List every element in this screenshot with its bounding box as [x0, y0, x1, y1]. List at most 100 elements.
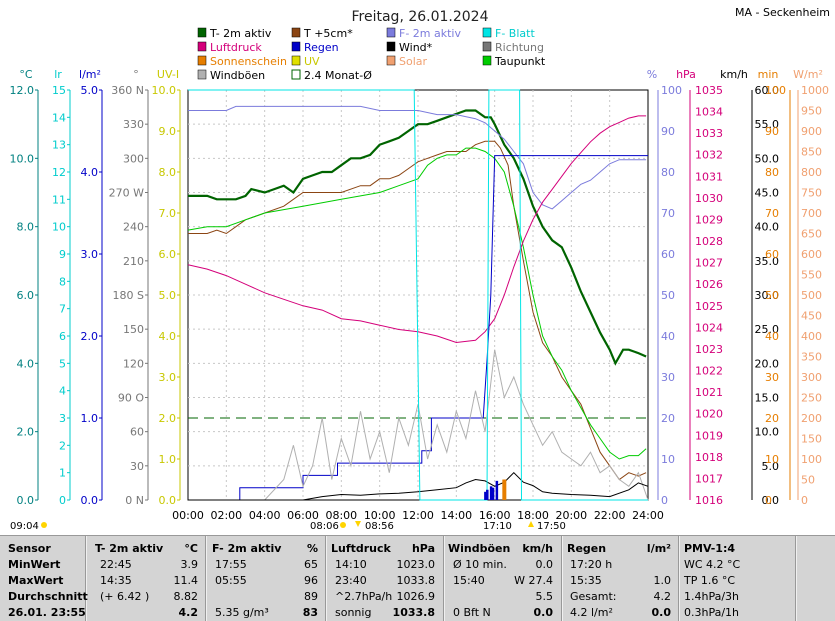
right-axis-tick-label: 0.0 [762, 494, 780, 507]
left-axis-tick-label: 0.0 [17, 494, 35, 507]
cell-rain-time: 4.2 l/m² [570, 606, 613, 619]
cell-rain-time: Gesamt: [570, 590, 617, 603]
right-axis-tick-label: 500 [801, 289, 822, 302]
series-f-2m-aktiv [188, 105, 647, 210]
cell-humidity-value: 89 [304, 590, 318, 603]
left-axis-tick-label: 1 [59, 467, 66, 480]
right-axis-tick-label: 650 [801, 228, 822, 241]
right-axis-tick-label: 1029 [695, 213, 723, 226]
sun-icon [340, 522, 346, 528]
right-axis-tick-label: 1026 [695, 278, 723, 291]
table-column-separator [561, 536, 563, 621]
left-axis-tick-label: 0 N [125, 494, 144, 507]
left-axis-unit: l/m² [79, 68, 101, 81]
legend-swatch [386, 55, 396, 66]
cell-temp-time: (+ 6.42 ) [100, 590, 150, 603]
statistics-table: Sensor T- 2m aktiv °C F- 2m aktiv% Luftdruck… [0, 535, 835, 621]
cell-temp-value: 11.4 [173, 574, 199, 587]
table-column-separator [678, 536, 680, 621]
header-gusts: Windböen [448, 542, 511, 555]
left-axis-tick-label: 12 [52, 166, 66, 179]
left-axis-tick-label: 300 [123, 152, 144, 165]
x-tick-label: 10:00 [364, 509, 396, 522]
right-axis-tick-label: 10.0 [755, 426, 780, 439]
right-axis-tick-label: 850 [801, 146, 822, 159]
cell-pmv: WC 4.2 °C [684, 558, 741, 571]
left-axis-tick-label: 6.0 [17, 289, 35, 302]
right-axis-tick-label: 1032 [695, 149, 723, 162]
right-axis-tick-label: 5.0 [762, 460, 780, 473]
right-axis-unit: min [758, 68, 779, 81]
right-axis-tick-label: 550 [801, 269, 822, 282]
cell-pressure-value: 1023.0 [396, 558, 436, 571]
right-axis-tick-label: 50 [801, 474, 815, 487]
left-axis-tick-label: 4.0 [17, 357, 35, 370]
legend-swatch [291, 55, 301, 66]
left-axis-tick-label: 0.0 [159, 494, 177, 507]
cell-temp-value: 8.82 [173, 590, 199, 603]
right-axis-tick-label: 50 [661, 289, 675, 302]
right-axis-tick-label: 1030 [695, 192, 723, 205]
header-pressure: Luftdruck [331, 542, 391, 555]
legend-label: UV [304, 55, 320, 68]
left-axis-unit: °C [19, 68, 33, 81]
right-axis-tick-label: 30 [765, 371, 779, 384]
table-column-separator [205, 536, 207, 621]
cell-rain-value: 1.0 [653, 574, 672, 587]
x-tick-label: 06:00 [287, 509, 319, 522]
cell-gusts-value: 0.0 [535, 558, 554, 571]
header-sensor: Sensor [8, 542, 51, 555]
header-pressure-unit: hPa [411, 542, 435, 555]
left-axis-tick-label: 15 [52, 84, 66, 97]
cell-pmv: 1.4hPa/3h [684, 590, 740, 603]
legend-swatch [197, 69, 207, 80]
series-luftdruck [187, 115, 647, 344]
legend-swatch [482, 55, 492, 66]
rain-bar [486, 489, 489, 500]
right-axis-tick-label: 1033 [695, 127, 723, 140]
left-axis-tick-label: 8.0 [159, 166, 177, 179]
chart-axes: 00:00 02:00 04:00 06:00 08:00 10:00 12:00 14:00… [10, 68, 830, 532]
right-axis-tick-label: 0 [765, 494, 772, 507]
left-axis-tick-label: 1.0 [159, 453, 177, 466]
legend-label: Windböen [210, 69, 265, 82]
right-axis-tick-label: 1020 [695, 408, 723, 421]
legend-label: T- 2m aktiv [209, 27, 272, 40]
right-axis-tick-label: 30 [661, 371, 675, 384]
left-axis-tick-label: 360 N [111, 84, 144, 97]
header-humidity: F- 2m aktiv [212, 542, 282, 555]
left-axis-tick-label: 2.0 [17, 426, 35, 439]
cell-pressure-time: 23:40 [335, 574, 367, 587]
rain-bar [489, 486, 493, 500]
right-axis-tick-label: 60 [661, 248, 675, 261]
weather-chart: Freitag, 26.01.2024 MA - Seckenheim T- 2… [10, 6, 831, 532]
right-axis-tick-label: 20 [661, 412, 675, 425]
right-axis-tick-label: 400 [801, 330, 822, 343]
left-axis-tick-label: 7 [59, 303, 66, 316]
cell-pressure-value: 1033.8 [392, 606, 435, 619]
right-axis-tick-label: 90 [661, 125, 675, 138]
right-axis-tick-label: 1019 [695, 429, 723, 442]
left-axis-tick-label: 1.0 [81, 412, 99, 425]
right-axis-tick-label: 45.0 [755, 187, 780, 200]
cell-temp-time: 14:35 [100, 574, 132, 587]
cell-rain-time: 15:35 [570, 574, 602, 587]
right-axis-tick-label: 60 [765, 248, 779, 261]
sunshine-bar [502, 479, 507, 500]
legend-swatch [197, 55, 207, 66]
right-axis-tick-label: 450 [801, 310, 822, 323]
header-gusts-unit: km/h [522, 542, 553, 555]
legend-label: 2.4 Monat-Ø [304, 69, 372, 82]
legend-label: Sonnenschein [210, 55, 287, 68]
x-tick-label: 18:00 [517, 509, 549, 522]
right-axis-tick-label: 1000 [801, 84, 829, 97]
right-axis-tick-label: 250 [801, 392, 822, 405]
cell-temp-value: 4.2 [178, 606, 199, 619]
left-axis-tick-label: 5.0 [159, 289, 177, 302]
cell-pmv: TP 1.6 °C [684, 574, 736, 587]
cell-rain-value: 0.0 [651, 606, 672, 619]
legend-swatch [291, 41, 301, 52]
left-axis-tick-label: 8.0 [17, 221, 35, 234]
table-column-separator [325, 536, 327, 621]
table-column-separator [443, 536, 445, 621]
